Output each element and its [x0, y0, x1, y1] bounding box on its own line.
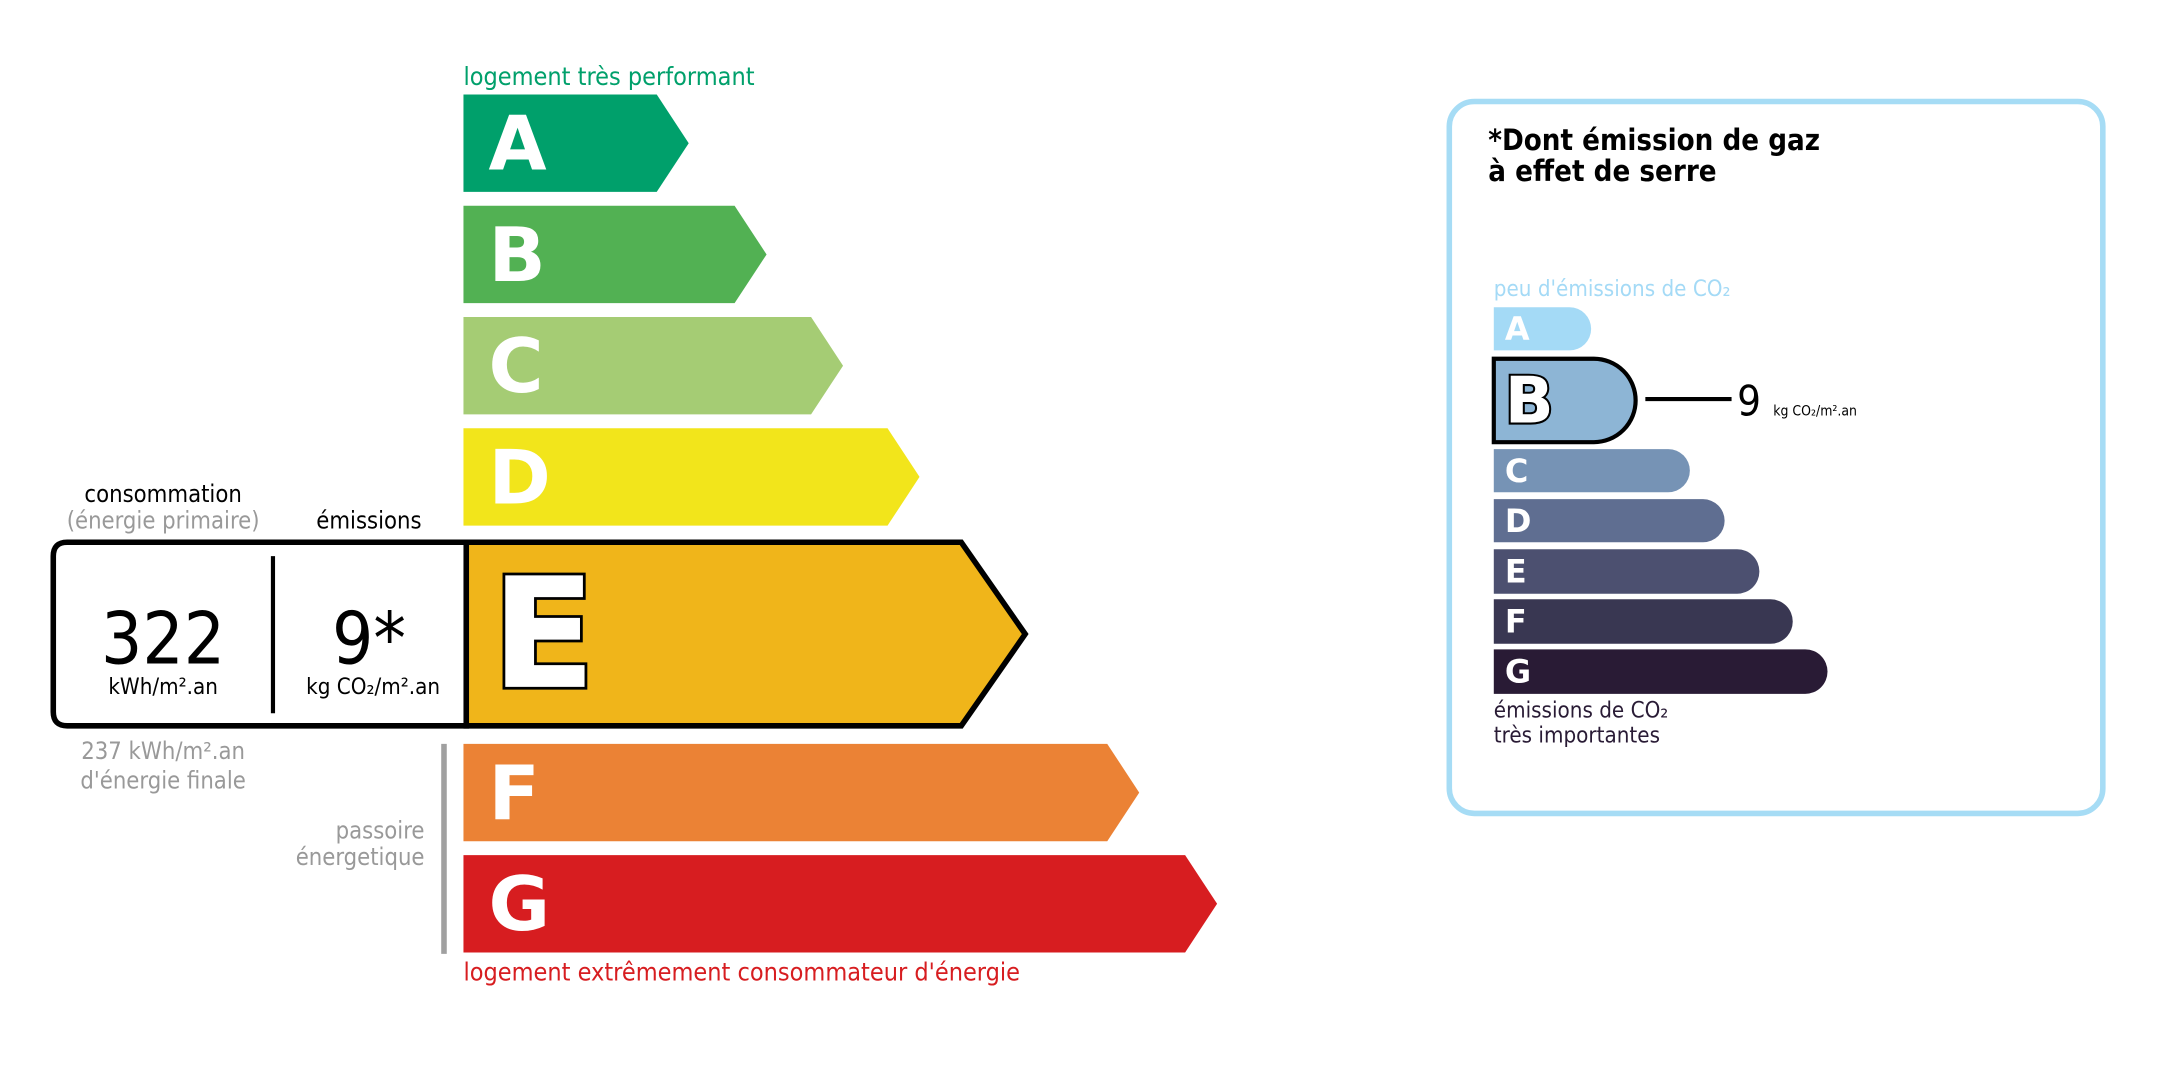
ges-unit: kg CO₂/m².an: [1773, 404, 1857, 420]
ges-bar: [1493, 449, 1690, 493]
ges-top-label: peu d'émissions de CO₂: [1494, 276, 1731, 302]
energy-class-letter: E: [491, 546, 595, 724]
ges-class-g: G: [1493, 649, 1828, 694]
ges-value: 9: [1737, 377, 1761, 426]
ges-class-letter: C: [1505, 452, 1528, 490]
ges-bar: [1493, 599, 1793, 644]
energy-bar: [463, 94, 689, 192]
emissions-unit: kg CO₂/m².an: [306, 674, 440, 700]
energy-bar: [463, 743, 1140, 842]
ges-bottom-label-line1: émissions de CO₂: [1494, 697, 1669, 723]
energy-bar: [463, 855, 1218, 953]
consumption-label: consommation: [84, 480, 241, 508]
energy-class-letter: A: [488, 100, 546, 188]
energy-bar: [463, 205, 767, 304]
energy-class-letter: C: [488, 322, 543, 410]
energy-class-letter: G: [488, 860, 550, 948]
energy-class-letter: D: [488, 433, 550, 521]
ges-class-letter: B: [1505, 365, 1554, 439]
energy-bar: [463, 428, 920, 526]
consumption-sublabel: (énergie primaire): [67, 506, 260, 534]
energy-class-letter: F: [488, 749, 539, 837]
energy-class-d: D: [463, 428, 920, 526]
energy-class-g: G: [463, 855, 1218, 953]
value-box: [50, 539, 470, 729]
energy-class-letter: B: [488, 211, 545, 299]
ges-class-letter: E: [1505, 553, 1527, 591]
energy-bottom-label: logement extrêmement consommateur d'éner…: [463, 957, 1020, 986]
consumption-value: 322: [101, 597, 225, 681]
ges-class-letter: D: [1505, 502, 1532, 540]
ges-bar: [1491, 356, 1638, 445]
emissions-label: émissions: [316, 506, 421, 534]
ges-bottom-label-line2: très importantes: [1494, 723, 1660, 749]
final-energy-label: d'énergie finale: [80, 766, 245, 794]
ges-bar: [1493, 499, 1725, 543]
ges-class-b: B: [1491, 356, 1638, 445]
ges-class-f: F: [1493, 599, 1793, 644]
energy-class-a: A: [463, 94, 689, 192]
ges-bar: [1493, 649, 1828, 694]
ges-title-line1: *Dont émission de gaz: [1488, 123, 1820, 157]
ges-class-e: E: [1493, 549, 1760, 594]
ges-bar: [1493, 307, 1592, 351]
passoire-label-line2: énergetique: [296, 843, 425, 871]
ges-bar: [1493, 549, 1760, 594]
final-energy-value: 237 kWh/m².an: [81, 737, 245, 765]
ges-class-c: C: [1493, 449, 1690, 493]
energy-class-f: F: [463, 743, 1140, 842]
energy-class-e: E: [463, 539, 1029, 729]
ges-class-letter: G: [1505, 653, 1531, 691]
energy-bar: [463, 317, 844, 415]
ges-class-letter: A: [1505, 310, 1530, 348]
energy-class-c: C: [463, 317, 844, 415]
emissions-value: 9*: [332, 597, 406, 681]
ges-class-a: A: [1493, 307, 1592, 351]
ges-title-line2: à effet de serre: [1488, 154, 1716, 188]
energy-class-b: B: [463, 205, 767, 304]
passoire-label-line1: passoire: [336, 816, 425, 844]
ges-class-letter: F: [1505, 603, 1527, 641]
ges-class-d: D: [1493, 499, 1725, 543]
energy-top-label: logement très performant: [463, 62, 754, 91]
consumption-unit: kWh/m².an: [108, 674, 218, 700]
